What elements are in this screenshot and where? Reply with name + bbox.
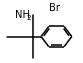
Text: Br: Br: [49, 3, 60, 13]
Text: 2: 2: [27, 15, 31, 21]
Text: NH: NH: [15, 10, 30, 20]
